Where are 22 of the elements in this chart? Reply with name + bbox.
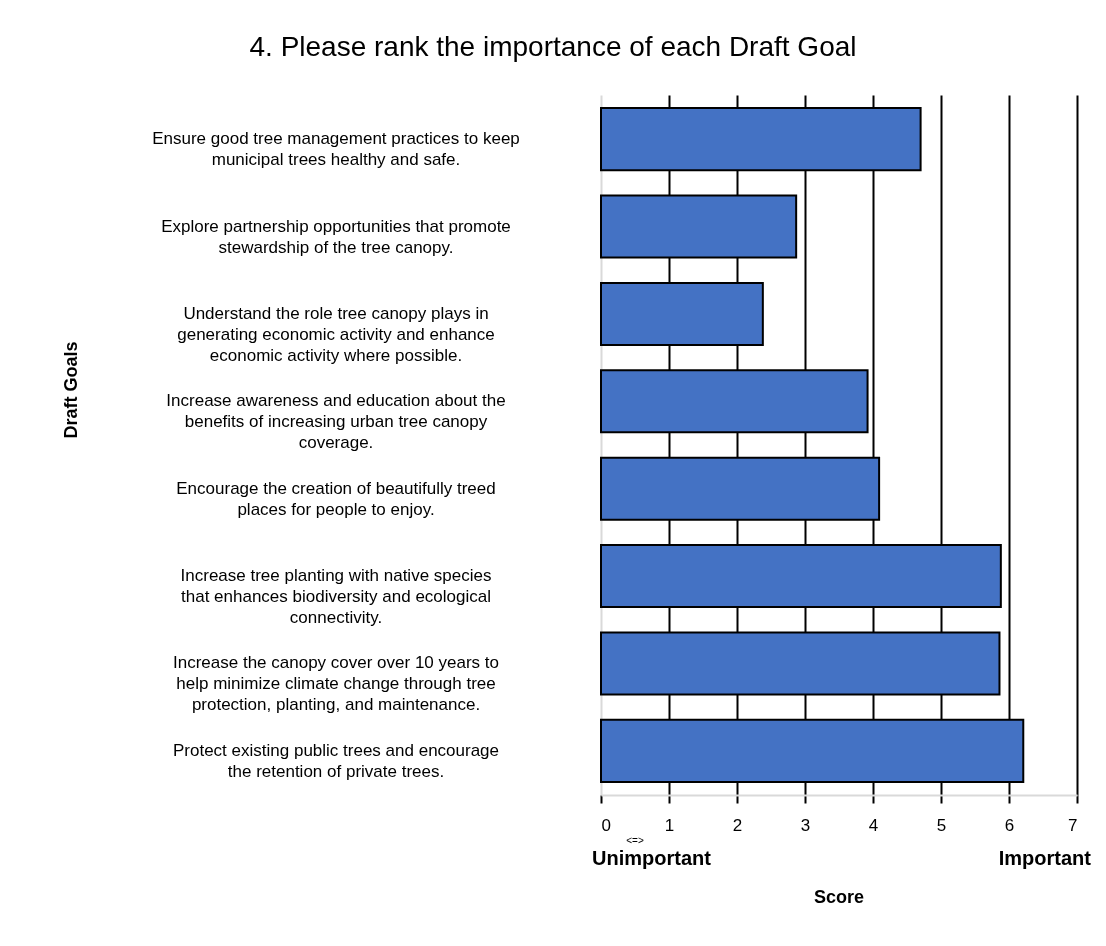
y-tick-label: Encourage the creation of beautifully treed places for people to enjoy. [176,478,496,519]
chart-title: 4. Please rank the importance of each Draft Goal [249,31,857,62]
y-tick-label: Explore partnership opportunities that promote stewardship of the tree canopy. [161,216,511,257]
x-tick-label: 7 [1068,815,1078,835]
x-tick-label: 1 [664,815,675,835]
x-tick-label: 3 [800,815,811,835]
x-tick-label: 5 [936,815,947,835]
y-tick-label: Ensure good tree management practices to keep municipal trees healthy and safe. [152,129,520,170]
x-tick-label: 2 [732,815,743,835]
y-axis-title: Draft Goals [61,341,81,439]
x-axis-title: Score [813,887,865,907]
text: <=> [626,835,644,846]
x-tick-label: 0 [601,815,611,835]
y-tick-label: Increase tree planting with native species that enhances biodiversity and ecological connectivity. [180,566,492,628]
y-tick-label: Understand the role tree canopy plays in generating economic activity and enhance economic activity where possible. [177,303,495,365]
y-tick-label: Increase awareness and education about the benefits of increasing urban tree canopy coverage. [166,391,506,453]
text: Unimportant [592,847,712,869]
x-tick-label: 6 [1004,815,1015,835]
text: Important [998,847,1092,869]
y-tick-label: Increase the canopy cover over 10 years to help minimize climate change through tree protection, planting, and maintenance. [172,653,500,715]
y-tick-label: Protect existing public trees and encourage the retention of private trees. [172,740,500,781]
x-tick-label: 4 [868,815,879,835]
